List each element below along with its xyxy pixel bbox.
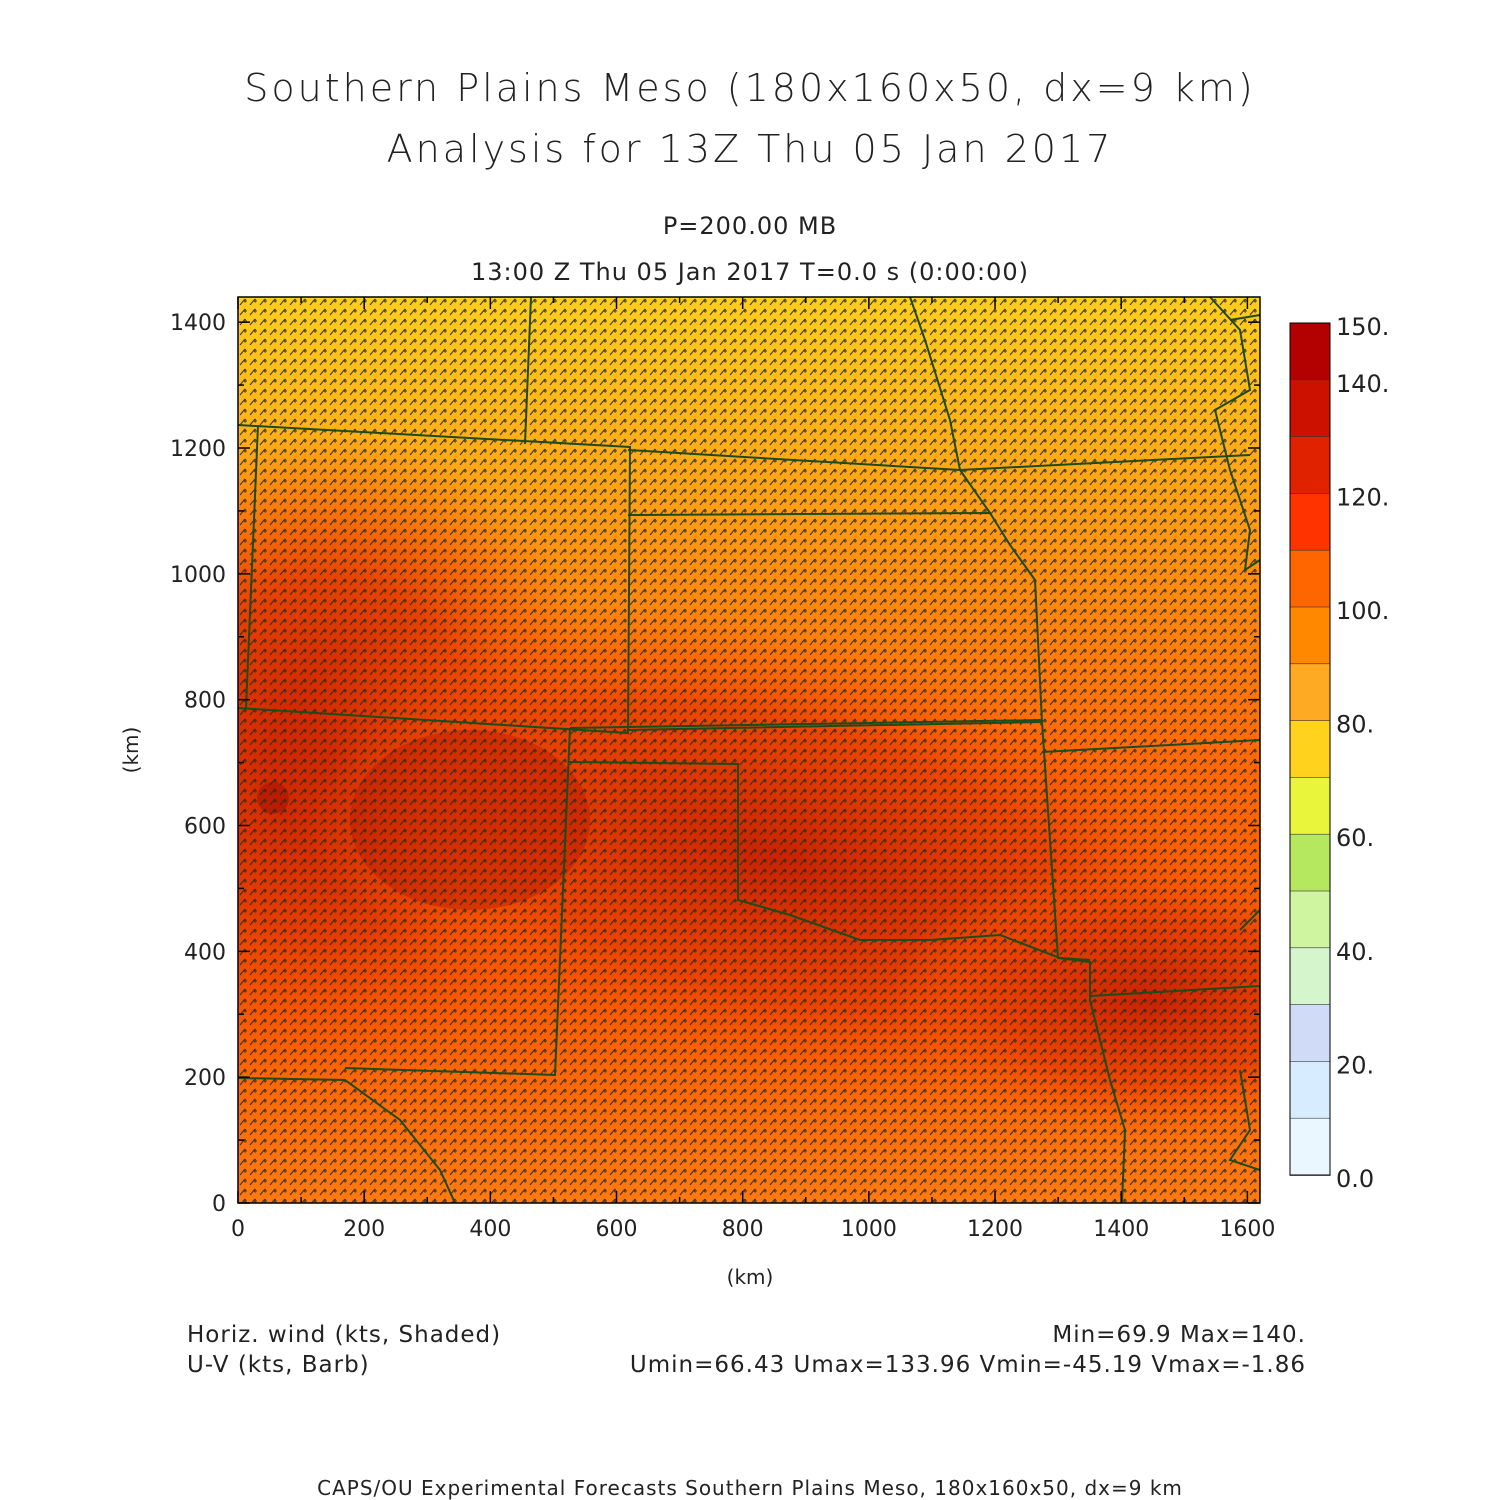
colorbar-label: 20. [1336,1051,1374,1079]
y-tick-label: 200 [184,1066,226,1091]
colorbar-segment [1289,322,1331,381]
x-tick-label: 600 [596,1217,638,1242]
shaded-field [238,297,1260,1203]
colorbar-label: 140. [1336,370,1389,398]
wind-map: 0 200 400 600 800 1000 1200 1400 1600 0 200 400 600… [119,296,1389,1289]
colorbar-segment [1289,1061,1331,1120]
colorbar-segment [1289,379,1331,438]
y-tick-labels: 0 200 400 600 800 1000 1200 1400 [170,311,226,1217]
colorbar-label: 0.0 [1336,1165,1374,1193]
colorbar-segment [1289,436,1331,495]
y-tick-label: 1200 [170,437,226,462]
y-tick-label: 1000 [170,563,226,588]
x-tick-label: 400 [469,1217,511,1242]
x-tick-label: 1600 [1219,1217,1275,1242]
x-tick-label: 1200 [967,1217,1023,1242]
y-tick-label: 800 [184,689,226,714]
colorbar-segment [1289,606,1331,665]
colorbar-labels: 150. 140. 120. 100. 80. 60. 40. 20. 0.0 [1336,313,1389,1193]
shaded-field-label: Horiz. wind (kts, Shaded) [187,1322,502,1348]
x-tick-label: 1400 [1093,1217,1149,1242]
uv-min-max-readout: Umin=66.43 Umax=133.96 Vmin=-45.19 Vmax=… [629,1352,1306,1378]
x-tick-label: 1000 [841,1217,897,1242]
x-tick-label: 200 [343,1217,385,1242]
x-axis-label: (km) [727,1265,774,1289]
y-axis-label: (km) [119,727,143,774]
y-tick-label: 600 [184,815,226,840]
y-tick-label: 0 [212,1192,226,1217]
credit-line: CAPS/OU Experimental Forecasts Southern … [317,1476,1183,1500]
x-tick-labels: 0 200 400 600 800 1000 1200 1400 1600 [231,1217,1275,1242]
title-line-1: Southern Plains Meso (180x160x50, dx=9 k… [244,66,1256,110]
colorbar-segment [1289,833,1331,892]
y-tick-label: 400 [184,940,226,965]
x-tick-label: 0 [231,1217,245,1242]
min-max-readout: Min=69.9 Max=140. [1052,1322,1306,1348]
barb-field-label: U-V (kts, Barb) [187,1352,370,1378]
colorbar-label: 60. [1336,824,1374,852]
title-line-2: Analysis for 13Z Thu 05 Jan 2017 [386,127,1114,171]
state-boundaries [238,297,1260,1203]
colorbar-segment [1289,493,1331,551]
colorbar-segment [1289,890,1331,949]
colorbar-segment [1289,1004,1331,1063]
colorbar-segment [1289,663,1331,722]
colorbar-label: 100. [1336,597,1389,625]
colorbar-label: 150. [1336,313,1389,341]
colorbar-segment [1289,549,1331,608]
colorbar-segment [1289,947,1331,1006]
colorbar-segment [1289,1117,1331,1176]
colorbar-frame [1289,322,1331,1176]
colorbar-segment [1289,720,1331,779]
axis-ticks [237,297,1260,1204]
x-tick-label: 800 [722,1217,764,1242]
plot-frame [237,296,1261,1204]
colorbar-label: 120. [1336,483,1389,511]
colorbar [1289,322,1331,1176]
colorbar-label: 80. [1336,711,1374,739]
colorbar-label: 40. [1336,938,1374,966]
y-tick-label: 1400 [170,311,226,336]
colorbar-segment [1289,777,1331,836]
pressure-level: P=200.00 MB [662,212,838,240]
valid-time: 13:00 Z Thu 05 Jan 2017 T=0.0 s (0:00:00… [470,258,1030,286]
